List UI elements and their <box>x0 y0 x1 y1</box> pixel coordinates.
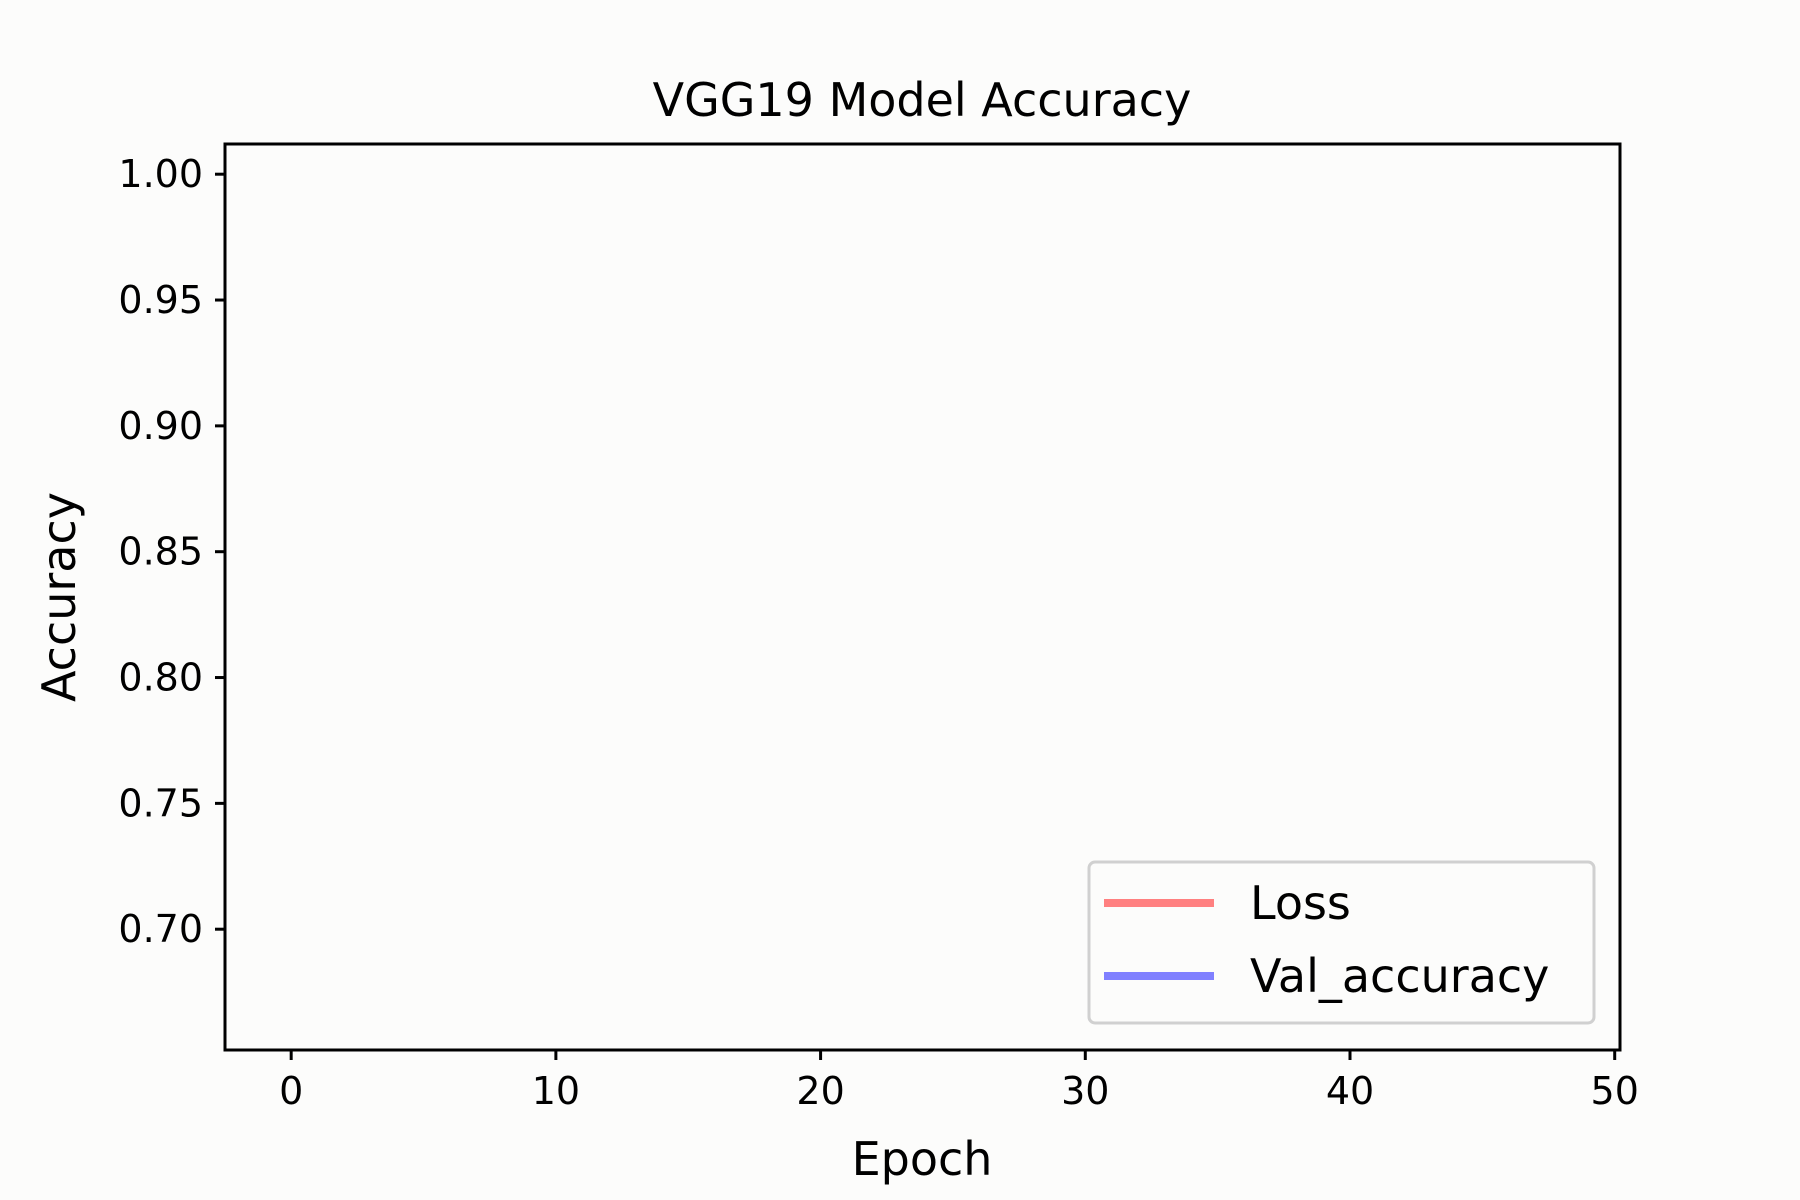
plot-area: 0 10 20 30 40 50 0.70 0.75 0.80 0.85 0.90 0.95 1.00 <box>118 142 1639 1113</box>
chart-title: VGG19 Model Accuracy <box>653 73 1192 127</box>
y-tick-label: 0.80 <box>118 656 203 700</box>
y-tick-label: 1.00 <box>118 152 203 196</box>
y-tick-label: 0.95 <box>118 278 203 322</box>
legend-box <box>1087 860 1596 1025</box>
x-tick-label: 10 <box>532 1069 580 1113</box>
y-axis-ticks: 0.70 0.75 0.80 0.85 0.90 0.95 1.00 <box>118 152 225 951</box>
x-tick-label: 50 <box>1591 1069 1639 1113</box>
plot-frame <box>223 142 1622 1052</box>
legend-label-val-accuracy: Val_accuracy <box>1250 949 1549 1003</box>
x-tick-label: 40 <box>1326 1069 1374 1113</box>
y-tick-label: 0.75 <box>118 781 203 825</box>
y-axis-label: Accuracy <box>32 492 86 702</box>
chart-legend: Loss Val_accuracy <box>1087 860 1596 1025</box>
legend-label-loss: Loss <box>1250 876 1351 930</box>
y-tick-label: 0.70 <box>118 907 203 951</box>
x-tick-label: 0 <box>279 1069 303 1113</box>
x-axis-label: Epoch <box>852 1132 993 1186</box>
y-tick-label: 0.85 <box>118 530 203 574</box>
x-axis-ticks: 0 10 20 30 40 50 <box>279 1050 1639 1113</box>
x-tick-label: 20 <box>796 1069 844 1113</box>
y-tick-label: 0.90 <box>118 404 203 448</box>
x-tick-label: 30 <box>1061 1069 1109 1113</box>
